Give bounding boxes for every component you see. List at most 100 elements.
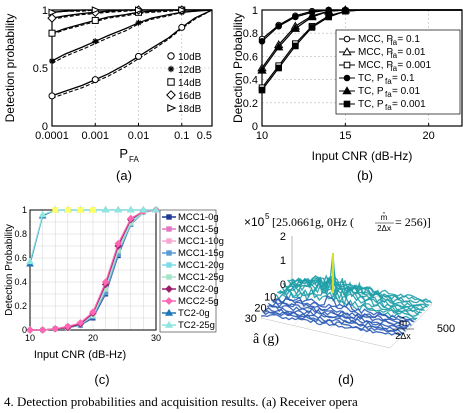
panel-d-surface-line <box>263 310 405 335</box>
panel-a-series-line-dashed <box>51 9 213 64</box>
panel-c-legend-label: MCC1-15g <box>178 248 224 259</box>
panel-d-surface-plot: ×10 5 [25.0661g, 0Hz ( m̂ 2Δx = 256)] 01… <box>244 212 455 387</box>
panel-c-grid <box>30 210 156 330</box>
panel-b-legend-value: = 0.01 <box>392 86 421 97</box>
panel-d-surface-line <box>260 314 402 336</box>
panel-d-x-tick-label: 500 <box>437 323 455 335</box>
panel-c-point <box>114 239 122 248</box>
panel-d-title-main: [25.0661g, 0Hz ( <box>272 215 354 229</box>
panel-b-legend-sub: fa <box>390 64 397 73</box>
panel-c-saturated-point <box>90 207 96 213</box>
panel-a-x-tick-label: 0.01 <box>128 130 149 142</box>
panel-c-y-ticks: 0 0.2 0.4 0.6 0.8 1 <box>14 205 27 335</box>
panel-d-surface-line <box>282 253 424 311</box>
panel-a-y-tick-label: 1 <box>42 5 48 17</box>
panel-d-title: ×10 5 [25.0661g, 0Hz ( m̂ 2Δx = 256)] <box>244 212 431 233</box>
panel-c-legend-label: MCC1-0g <box>178 212 219 223</box>
panel-c-legend-marker <box>166 238 172 244</box>
panel-a-x-axis-label-sub: FA <box>129 155 139 164</box>
panel-d-y-tick-label: 30 <box>245 313 257 325</box>
panel-d-surface-line <box>281 278 422 314</box>
panel-b-legend-value: = 0.01 <box>397 47 426 58</box>
panel-b-y-tick-label: 0 <box>252 121 258 133</box>
panel-c-legend-marker <box>166 250 172 256</box>
panel-c-point <box>127 214 135 223</box>
panel-a-point <box>49 58 55 65</box>
panel-b-legend-sub: fa <box>385 77 392 86</box>
panel-b-y-tick-label: 0.8 <box>243 28 258 40</box>
panel-a-legend-marker <box>167 78 175 86</box>
panel-a-y-ticks: 00.51 <box>33 5 48 133</box>
panel-b-x-tick-label: 15 <box>339 130 351 142</box>
panel-b-x-tick-label: 10 <box>256 130 268 142</box>
panel-c-point <box>38 326 47 334</box>
panel-c-point <box>101 278 110 286</box>
panel-c-cnr-chart: 10 20 30 0 0.2 0.4 0.6 0.8 1 Detection Probabil… <box>4 205 224 387</box>
panel-b-point <box>342 7 349 15</box>
panel-a-roc-chart: 0.0001 0.001 0.01 0.1 0.5 00.51 Detection pr… <box>3 5 213 183</box>
panel-b-point <box>325 13 332 21</box>
panel-c-x-tick-label: 30 <box>151 333 161 343</box>
panel-a-point <box>178 23 186 31</box>
panel-c-legend-marker <box>166 274 172 280</box>
panel-d-title-prefix: ×10 <box>244 215 265 229</box>
panel-d-surface-line <box>264 306 406 332</box>
panel-c-legend-marker <box>164 308 174 316</box>
panel-c-y-tick-label: 0 <box>22 325 27 335</box>
panel-a-label: (a) <box>116 168 132 183</box>
panel-b-legend-marker <box>343 74 351 82</box>
panel-b-series <box>257 5 462 94</box>
panel-c-y-tick-label: 0.4 <box>14 277 27 287</box>
panel-a-point <box>135 19 142 26</box>
panel-d-surface-line <box>262 310 403 336</box>
panel-b-y-tick-label: 0.6 <box>243 51 258 63</box>
panel-b-legend-value: = 0.1 <box>392 73 415 84</box>
panel-d-surface-line <box>266 305 408 330</box>
panel-c-legend: MCC1-0gMCC1-5gMCC1-10gMCC1-15gMCC1-20gMC… <box>159 209 224 333</box>
panel-a-y-tick-label: 0.5 <box>33 63 48 75</box>
panel-b-x-tick-label: 20 <box>423 130 435 142</box>
panel-c-legend-marker <box>165 297 173 305</box>
panel-a-x-tick-label: 0.5 <box>197 130 212 142</box>
panel-a-point <box>47 13 57 23</box>
panel-a-y-tick-label: 0 <box>42 121 48 133</box>
panel-a-point <box>135 52 143 60</box>
panel-c-y-tick-label: 0.6 <box>14 253 27 263</box>
panel-b-legend-label: TC, P <box>358 99 384 110</box>
panel-b-y-tick-label: 0.2 <box>243 98 258 110</box>
panel-c-point <box>26 326 34 334</box>
panel-c-legend-label: MCC1-20g <box>178 260 224 271</box>
panel-b-point <box>274 42 284 51</box>
panel-b-label: (b) <box>357 168 373 183</box>
panel-b-point <box>292 42 299 50</box>
panel-c-point <box>51 325 59 333</box>
panel-c-point <box>38 210 47 218</box>
panel-a-x-tick-label: 0.1 <box>174 130 189 142</box>
panel-b-legend-sub: fa <box>390 38 397 47</box>
panel-d-x-ticks: 500 <box>437 323 455 335</box>
panel-c-saturated-point <box>77 207 84 213</box>
panel-a-point <box>91 6 101 14</box>
panel-a-legend-label: 14dB <box>178 78 202 89</box>
panel-c-point <box>139 206 148 213</box>
panel-b-legend-value: = 0.001 <box>392 99 426 110</box>
panel-b-legend-marker <box>343 35 351 43</box>
panel-b-point <box>307 12 317 21</box>
panel-a-legend: 10dB 12dB 14dB 16dB 18dB <box>166 52 202 115</box>
panel-d-surface-line <box>279 281 421 316</box>
panel-b-legend-value: = 0.001 <box>397 60 431 71</box>
panel-b-legend-marker <box>342 47 352 56</box>
panel-d-x-axis-label-den: 2Δx <box>395 331 411 341</box>
panel-a-x-ticks: 0.0001 0.001 0.01 0.1 0.5 <box>35 123 213 142</box>
panel-b-point <box>292 13 299 21</box>
panel-b-x-ticks: 10 15 20 <box>256 123 435 142</box>
panel-b-legend-sub: fa <box>385 103 392 112</box>
panel-b-y-tick-label: 1 <box>252 5 258 17</box>
panel-c-legend-label: TC2-0g <box>178 308 210 319</box>
panel-a-x-axis-label: P <box>119 146 128 161</box>
panel-a-x-tick-label: 0.001 <box>81 130 109 142</box>
panel-b-point <box>258 86 266 94</box>
panel-b-point <box>257 65 267 74</box>
panel-c-legend-marker <box>166 214 172 220</box>
